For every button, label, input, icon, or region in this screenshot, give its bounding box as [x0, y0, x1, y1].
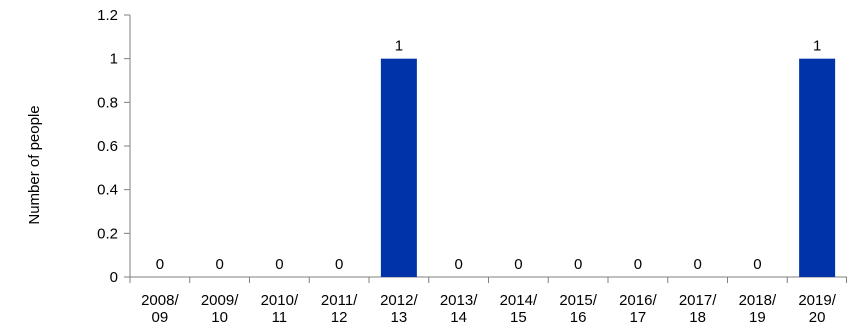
x-tick-label: 2015/16 — [559, 292, 597, 326]
data-label: 0 — [156, 256, 164, 273]
bar — [799, 58, 836, 277]
data-label: 0 — [275, 256, 283, 273]
data-label: 1 — [813, 38, 821, 55]
y-tick-label: 0.4 — [97, 182, 118, 199]
data-label: 0 — [693, 256, 701, 273]
x-tick-label: 2011/12 — [321, 292, 358, 326]
y-tick-label: 0.6 — [97, 138, 118, 155]
x-tick-label: 2012/13 — [380, 292, 418, 326]
data-label: 0 — [514, 256, 522, 273]
data-label: 1 — [395, 38, 403, 55]
data-label: 0 — [574, 256, 582, 273]
data-label: 0 — [634, 256, 642, 273]
bar — [380, 58, 417, 277]
x-tick-label: 2009/10 — [201, 292, 239, 326]
x-axis: 2008/09 2009/10 2010/11 2011/12 2012/13 2013/… — [129, 276, 847, 326]
x-tick-label: 2014/15 — [500, 292, 538, 326]
x-tick-label: 2013/14 — [440, 292, 478, 326]
data-label: 0 — [215, 256, 223, 273]
data-label: 0 — [753, 256, 761, 273]
y-axis: 0 0.2 0.4 0.6 0.8 1 1.2 — [97, 7, 131, 286]
data-label: 0 — [454, 256, 462, 273]
x-tick-label: 2017/18 — [679, 292, 717, 326]
y-axis-title: Number of people — [26, 105, 43, 224]
y-tick-label: 0 — [110, 269, 118, 286]
y-tick-label: 1.2 — [97, 7, 118, 24]
x-tick-label: 2008/09 — [141, 292, 179, 326]
y-tick-label: 0.8 — [97, 94, 118, 111]
y-tick-label: 1 — [110, 51, 118, 68]
x-tick-label: 2016/17 — [619, 292, 657, 326]
bars — [380, 58, 836, 277]
data-label: 0 — [335, 256, 343, 273]
x-tick-label: 2018/19 — [739, 292, 777, 326]
data-labels: 0 0 0 0 1 0 0 0 0 0 0 1 — [156, 38, 822, 273]
y-tick-label: 0.2 — [97, 225, 118, 242]
x-tick-label: 2019/20 — [798, 292, 836, 326]
x-tick-label: 2010/11 — [261, 292, 299, 326]
